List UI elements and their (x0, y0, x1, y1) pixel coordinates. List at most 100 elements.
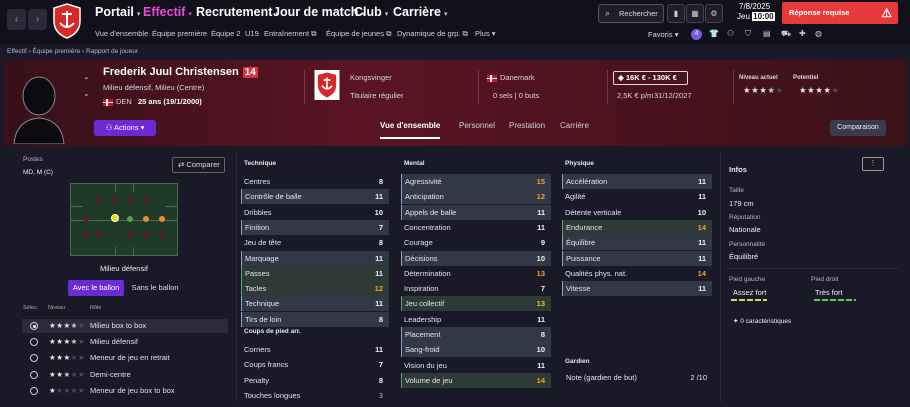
attribute-name: Technique (245, 299, 280, 309)
tab-personnel[interactable]: Personnel (459, 121, 496, 130)
subnav-entrainement[interactable]: Entraînement ⧉ (264, 29, 317, 38)
player-down-icon[interactable]: ⌄ (83, 89, 90, 98)
subnav-equipe-jeunes[interactable]: Équipe de jeunes ⧉ (326, 29, 392, 38)
response-required-button[interactable]: Réponse requise ⚠ (782, 2, 898, 24)
game-date[interactable]: 7/8/2025 Jeu 10:00 (733, 2, 777, 24)
attribute-name: Finition (245, 222, 270, 232)
gear-icon[interactable]: ⚙ (705, 4, 723, 23)
tab-carriere[interactable]: Carrière (560, 121, 589, 130)
role-radio[interactable] (30, 338, 38, 346)
compare-button[interactable]: ⇄ Comparer (172, 157, 225, 173)
favorites-menu[interactable]: Favoris ▾ (648, 30, 679, 39)
attribute-name: Détermination (404, 268, 451, 278)
position-dot (159, 216, 165, 222)
role-row[interactable]: ★★★★★ Milieu défensif (22, 335, 228, 349)
mental-attribute-row: Concentration 11 (401, 220, 551, 235)
calendar-icon[interactable]: ▦ (686, 4, 704, 23)
attribute-value: 11 (698, 253, 706, 263)
role-radio[interactable] (30, 354, 38, 362)
position-dot (96, 232, 102, 238)
role-radio[interactable] (30, 387, 38, 395)
medical-icon[interactable]: ✚ (799, 29, 806, 38)
back-button[interactable]: ‹ (7, 9, 26, 30)
attribute-name: Détente verticale (565, 207, 622, 217)
denmark-flag-icon (103, 98, 113, 106)
without-ball-toggle[interactable]: Sans le ballon (131, 283, 179, 292)
subnav-dynamique[interactable]: Dynamique de grp. ⧉ (397, 29, 468, 38)
current-level-label: Niveau actuel (739, 75, 778, 81)
player-silhouette-icon (13, 76, 65, 144)
favorites-count-badge: 4 (691, 29, 702, 40)
position-dot-selected (111, 214, 119, 222)
player-up-icon[interactable]: ⌃ (83, 76, 90, 85)
position-dot (83, 232, 89, 238)
with-ball-toggle[interactable]: Avec le ballon (68, 280, 124, 296)
role-row[interactable]: ★★★★★ Meneur de jeu box to box (22, 384, 228, 398)
role-row[interactable]: ★★★★★ Meneur de jeu en retrait (22, 351, 228, 365)
technique-title: Technique (244, 160, 277, 167)
bus-icon[interactable]: ⛟ (781, 29, 792, 38)
subnav-u19[interactable]: U19 (245, 29, 259, 38)
role-stars: ★★★★★ (49, 337, 86, 346)
subnav-plus[interactable]: Plus ▾ (475, 29, 496, 38)
subnav-vue-ensemble[interactable]: Vue d'ensemble (95, 29, 149, 38)
player-header: ⌃ ⌄ Frederik Juul Christensen 14 Milieu d… (3, 60, 907, 146)
subnav-equipe-premiere[interactable]: Équipe première (152, 29, 208, 38)
crumb-effectif[interactable]: Effectif (7, 48, 27, 55)
nav-jour-de-match[interactable]: Jour de match ▾ (273, 5, 365, 19)
role-radio[interactable] (30, 371, 38, 379)
nav-portail[interactable]: Portail ▾ (95, 5, 141, 19)
height-label: Taille (729, 187, 744, 194)
position-dot (96, 198, 102, 204)
role-row[interactable]: ★★★★★ Demi-centre (22, 368, 228, 382)
reputation-label: Réputation (729, 214, 761, 221)
attribute-name: Centres (244, 177, 271, 186)
tab-vue-ensemble[interactable]: Vue d'ensemble (380, 121, 441, 139)
player-nationality: DEN (103, 97, 132, 106)
position-dot (127, 232, 133, 238)
subnav-equipe-2[interactable]: Équipe 2 (211, 29, 241, 38)
physique-title: Physique (565, 160, 594, 167)
search-button[interactable]: ⌕ Rechercher (598, 4, 664, 23)
shirt-icon[interactable]: 👕 (709, 29, 719, 38)
attribute-name: Marquage (245, 253, 279, 263)
potential-stars: ★★★★★ (799, 85, 840, 95)
tab-prestation[interactable]: Prestation (509, 121, 546, 130)
height-value: 179 cm (729, 199, 754, 208)
attribute-name: Leadership (404, 314, 442, 324)
nav-recrutement[interactable]: Recrutement ▾ (196, 5, 279, 19)
attribute-name: Concentration (404, 222, 451, 232)
role-row[interactable]: ★★★★★ Milieu box to box (22, 319, 228, 333)
report-icon[interactable]: ▤ (763, 29, 771, 38)
nav-club[interactable]: Club ▾ (354, 5, 389, 19)
attribute-value: 11 (375, 268, 383, 278)
attribute-name: Appels de balle (405, 207, 457, 217)
position-dot (143, 198, 149, 204)
reputation-value: Nationale (729, 225, 761, 234)
role-title: Milieu défensif (100, 264, 148, 273)
header-select: Sélec. (23, 305, 39, 311)
attribute-value: 14 (697, 222, 706, 232)
info-options-icon[interactable]: ⋮ (862, 157, 884, 171)
attribute-value: 14 (697, 268, 706, 278)
role-radio[interactable] (30, 322, 38, 330)
nav-carriere[interactable]: Carrière ▾ (393, 5, 448, 19)
mental-attribute-row: Agressivité 15 (401, 174, 551, 189)
notebook-icon[interactable]: ▮ (667, 4, 685, 23)
forward-button[interactable]: › (28, 9, 47, 30)
club-name[interactable]: Kongsvinger (350, 73, 392, 82)
club-crest-icon[interactable] (52, 3, 82, 39)
chevron-down-icon: ▾ (140, 123, 145, 132)
external-link-icon: ⧉ (462, 29, 468, 38)
formation-icon[interactable]: ⚇ (727, 29, 735, 38)
comparison-button[interactable]: Comparaison (830, 120, 886, 136)
attribute-name: Placement (405, 330, 441, 339)
attribute-value: 11 (537, 314, 545, 324)
attribute-name: Tacles (245, 284, 267, 294)
training-icon[interactable]: ⛉ (745, 29, 751, 38)
crumb-equipe-premiere[interactable]: Équipe première (32, 48, 81, 55)
nav-effectif[interactable]: Effectif ▾ (143, 5, 192, 19)
actions-button[interactable]: ⚇ Actions ▾ (94, 120, 156, 136)
globe-icon[interactable]: ◍ (815, 29, 822, 38)
club-crest-icon[interactable] (314, 70, 340, 100)
